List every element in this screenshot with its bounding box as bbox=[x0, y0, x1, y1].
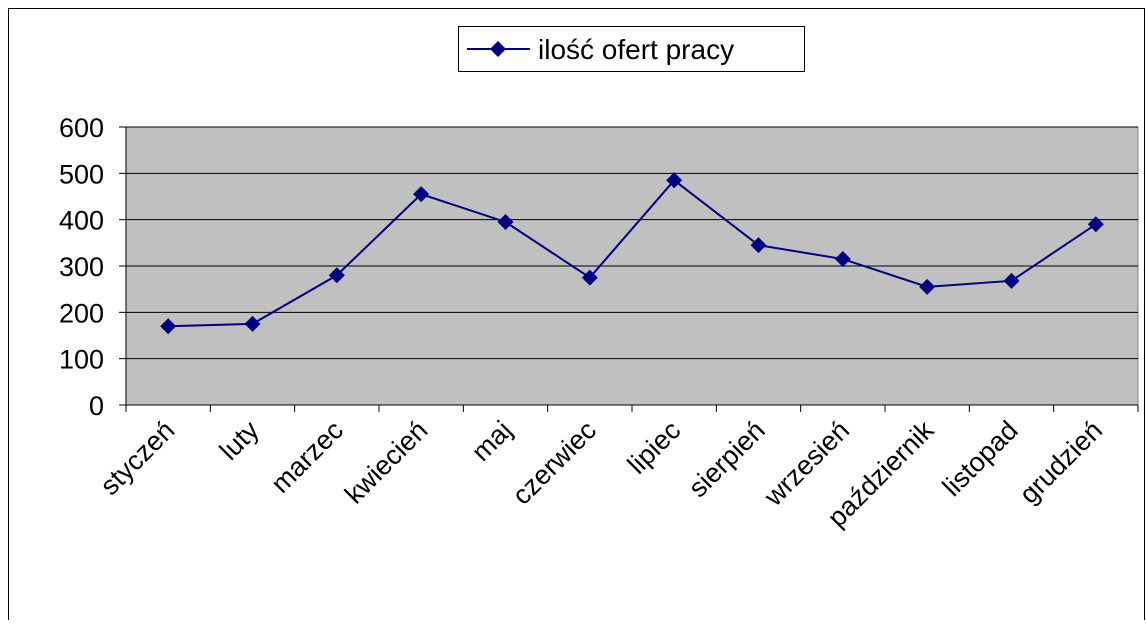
marker bbox=[750, 237, 767, 254]
marker bbox=[497, 213, 514, 230]
marker bbox=[160, 318, 177, 335]
marker bbox=[919, 278, 936, 295]
y-tick-label: 0 bbox=[89, 391, 104, 421]
y-tick-label: 500 bbox=[59, 159, 104, 189]
y-tick-label: 100 bbox=[59, 345, 104, 375]
y-tick-label: 300 bbox=[59, 252, 104, 282]
y-tick-label: 600 bbox=[59, 113, 104, 143]
marker bbox=[666, 172, 683, 189]
marker bbox=[1087, 216, 1104, 233]
marker bbox=[244, 315, 261, 332]
marker bbox=[834, 251, 851, 268]
marker bbox=[413, 186, 430, 203]
y-tick-label: 200 bbox=[59, 298, 104, 328]
line bbox=[168, 178, 1097, 328]
marker bbox=[581, 269, 598, 286]
marker bbox=[328, 267, 345, 284]
marker bbox=[1003, 272, 1020, 289]
y-tick-label: 400 bbox=[59, 206, 104, 236]
legend-marker bbox=[490, 41, 506, 57]
legend-label: ilość ofert pracy bbox=[538, 34, 734, 65]
legend: ilość ofert pracy bbox=[458, 26, 805, 72]
